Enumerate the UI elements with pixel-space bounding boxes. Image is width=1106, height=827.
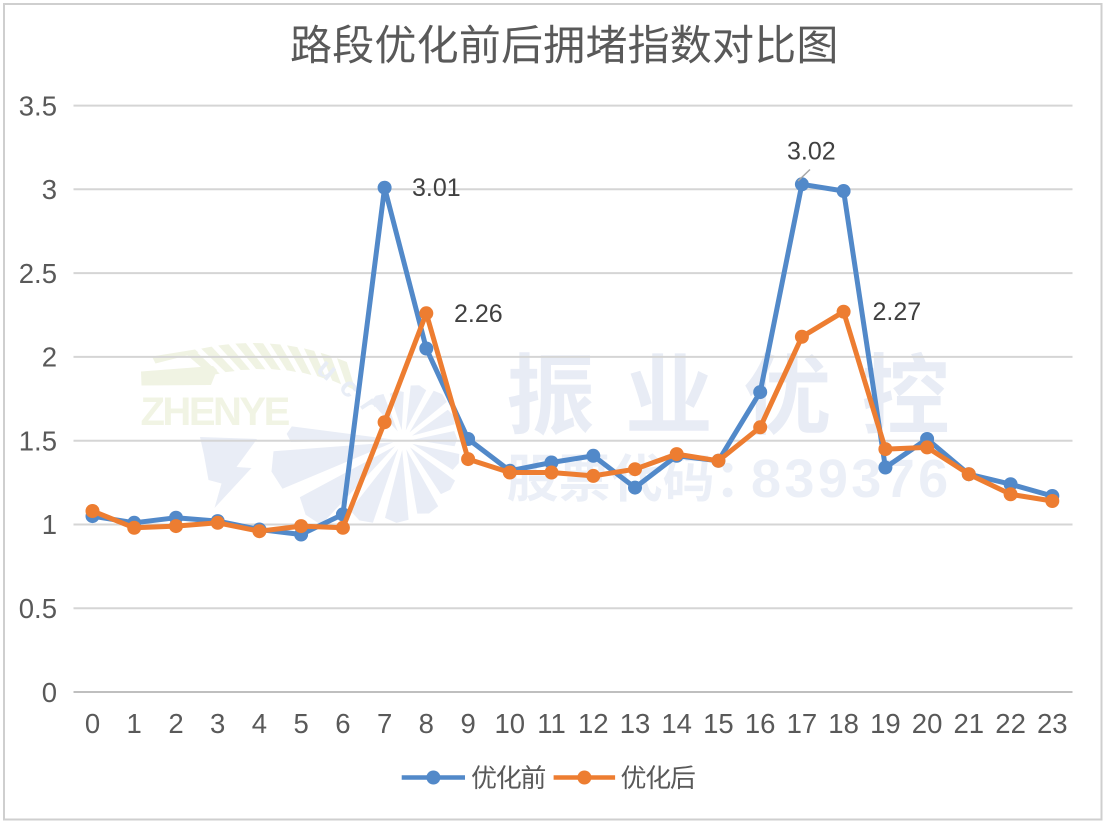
svg-text:22: 22 [995, 708, 1026, 739]
svg-text:2: 2 [42, 342, 57, 373]
svg-text:15: 15 [703, 708, 734, 739]
svg-text:0: 0 [85, 708, 100, 739]
svg-text:4: 4 [252, 708, 267, 739]
svg-text:18: 18 [828, 708, 859, 739]
svg-text:3.01: 3.01 [412, 174, 461, 202]
svg-text:8: 8 [419, 708, 434, 739]
svg-text:0.5: 0.5 [19, 593, 57, 624]
svg-text:ZHENYE: ZHENYE [141, 390, 290, 434]
svg-text:13: 13 [620, 708, 651, 739]
svg-text:23: 23 [1037, 708, 1068, 739]
svg-text:3: 3 [210, 708, 225, 739]
svg-text:11: 11 [537, 708, 566, 739]
svg-text:20: 20 [912, 708, 943, 739]
svg-text:3: 3 [42, 174, 57, 205]
svg-text:9: 9 [460, 708, 475, 739]
svg-text:1.5: 1.5 [19, 426, 57, 457]
svg-text:7: 7 [377, 708, 392, 739]
svg-text:12: 12 [578, 708, 609, 739]
svg-text:19: 19 [870, 708, 901, 739]
svg-text:0: 0 [42, 677, 57, 708]
svg-text:839376: 839376 [751, 449, 952, 509]
svg-text:21: 21 [954, 708, 985, 739]
svg-text:1: 1 [127, 708, 142, 739]
svg-text:1: 1 [42, 509, 57, 540]
svg-text:5: 5 [293, 708, 308, 739]
svg-text:2.26: 2.26 [454, 300, 503, 328]
svg-text:2.5: 2.5 [19, 258, 57, 289]
svg-text:10: 10 [495, 708, 526, 739]
svg-text:2.27: 2.27 [873, 298, 922, 326]
svg-text:3.02: 3.02 [787, 138, 836, 166]
svg-text:2: 2 [168, 708, 183, 739]
svg-text:6: 6 [335, 708, 350, 739]
svg-text:3.5: 3.5 [19, 90, 57, 121]
svg-text:16: 16 [745, 708, 776, 739]
svg-text:17: 17 [787, 708, 818, 739]
svg-text:14: 14 [661, 708, 692, 739]
